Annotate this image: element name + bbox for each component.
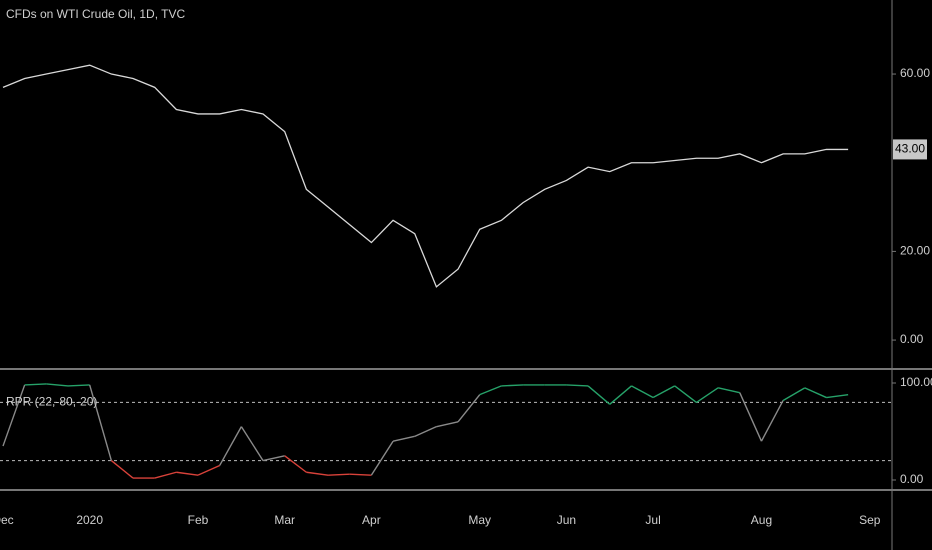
rpr-segment (262, 455, 285, 462)
indicator-label: RPR (22,-80,-20) (6, 395, 97, 409)
rpr-segment (717, 387, 740, 394)
rpr-segment (370, 440, 394, 476)
rpr-segment (696, 387, 719, 403)
last-price-label: 43.00 (895, 142, 925, 156)
rpr-segment (284, 455, 307, 473)
rpr-segment (782, 387, 806, 402)
x-tick-label: Feb (188, 513, 209, 527)
rpr-segment (46, 383, 69, 387)
rpr-segment (479, 385, 502, 396)
rpr-segment (760, 400, 784, 442)
rpr-segment (739, 392, 763, 442)
x-tick-label: Dec (0, 513, 14, 527)
rpr-segment (609, 385, 632, 405)
y-tick-label: 60.00 (900, 66, 930, 80)
rpr-segment (826, 393, 849, 399)
y-tick-label: 0.00 (900, 332, 924, 346)
x-tick-label: 2020 (76, 513, 103, 527)
last-price-box (893, 139, 927, 160)
y-tick-label: 20.00 (900, 244, 930, 258)
price-line (2, 64, 849, 288)
rpr-segment (436, 421, 459, 428)
rpr-segment (240, 426, 264, 461)
rpr-segment (110, 460, 134, 479)
chart-title: CFDs on WTI Crude Oil, 1D, TVC (6, 7, 185, 21)
y-tick-label: 100.00 (900, 375, 932, 389)
rpr-segment (67, 384, 90, 387)
rpr-segment (804, 387, 827, 399)
x-tick-label: Apr (362, 513, 381, 527)
rpr-segment (631, 385, 654, 399)
rpr-segment (176, 471, 199, 476)
rpr-segment (587, 385, 611, 405)
rpr-segment (24, 383, 47, 386)
y-tick-label: 0.00 (900, 472, 924, 486)
rpr-segment (652, 385, 676, 399)
rpr-segment (349, 473, 372, 476)
x-tick-label: May (468, 513, 491, 527)
x-tick-label: Aug (751, 513, 772, 527)
rpr-segment (392, 435, 415, 442)
rpr-segment (501, 384, 524, 387)
x-tick-label: Jul (645, 513, 660, 527)
rpr-segment (566, 384, 589, 387)
x-tick-label: Sep (859, 513, 881, 527)
rpr-segment (154, 471, 177, 479)
rpr-segment (219, 426, 242, 466)
x-tick-label: Mar (274, 513, 295, 527)
x-tick-label: Jun (557, 513, 576, 527)
rpr-segment (328, 473, 350, 476)
rpr-segment (306, 471, 329, 476)
rpr-segment (457, 394, 481, 423)
rpr-segment (197, 464, 220, 476)
rpr-segment (414, 426, 437, 437)
rpr-segment (674, 385, 697, 403)
rpr-segment (89, 384, 113, 461)
rpr-segment (2, 384, 26, 447)
